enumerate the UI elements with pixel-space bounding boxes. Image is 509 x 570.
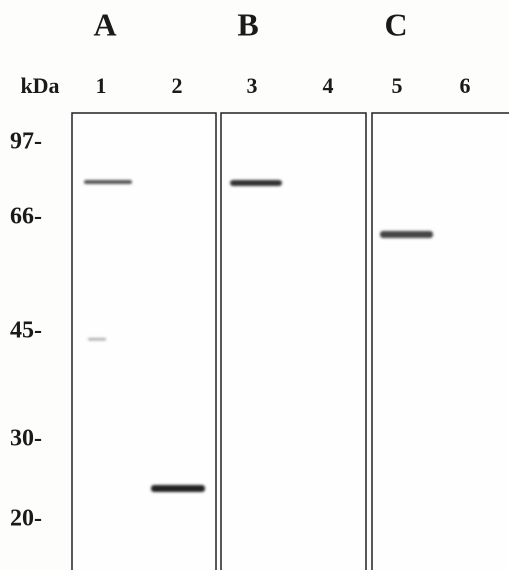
band xyxy=(88,338,106,341)
blot-figure: A B C kDa 1 2 3 4 5 6 97- 66- 45- 30- 20… xyxy=(0,0,509,570)
lane-label: 4 xyxy=(323,73,334,98)
band xyxy=(230,180,282,186)
marker-label: 20- xyxy=(10,506,42,532)
marker-label: 97- xyxy=(10,129,42,155)
lane-label: 2 xyxy=(172,73,183,98)
marker-label: 66- xyxy=(10,204,42,230)
page: {"panels": [ {"label": "A", "lanes": ["1… xyxy=(0,0,509,570)
lane-label: 5 xyxy=(392,73,403,98)
panel-label: B xyxy=(237,6,258,42)
marker-label: 45- xyxy=(10,318,42,344)
panel-label: C xyxy=(384,6,407,42)
lane-label: 6 xyxy=(460,73,471,98)
blot-panel xyxy=(372,113,509,570)
band xyxy=(380,231,433,238)
band xyxy=(84,180,132,184)
marker-label: 30- xyxy=(10,426,42,452)
band xyxy=(151,485,205,492)
unit-label: kDa xyxy=(20,73,59,98)
panel-label: A xyxy=(93,6,116,42)
lane-label: 1 xyxy=(96,73,107,98)
lane-label: 3 xyxy=(247,73,258,98)
